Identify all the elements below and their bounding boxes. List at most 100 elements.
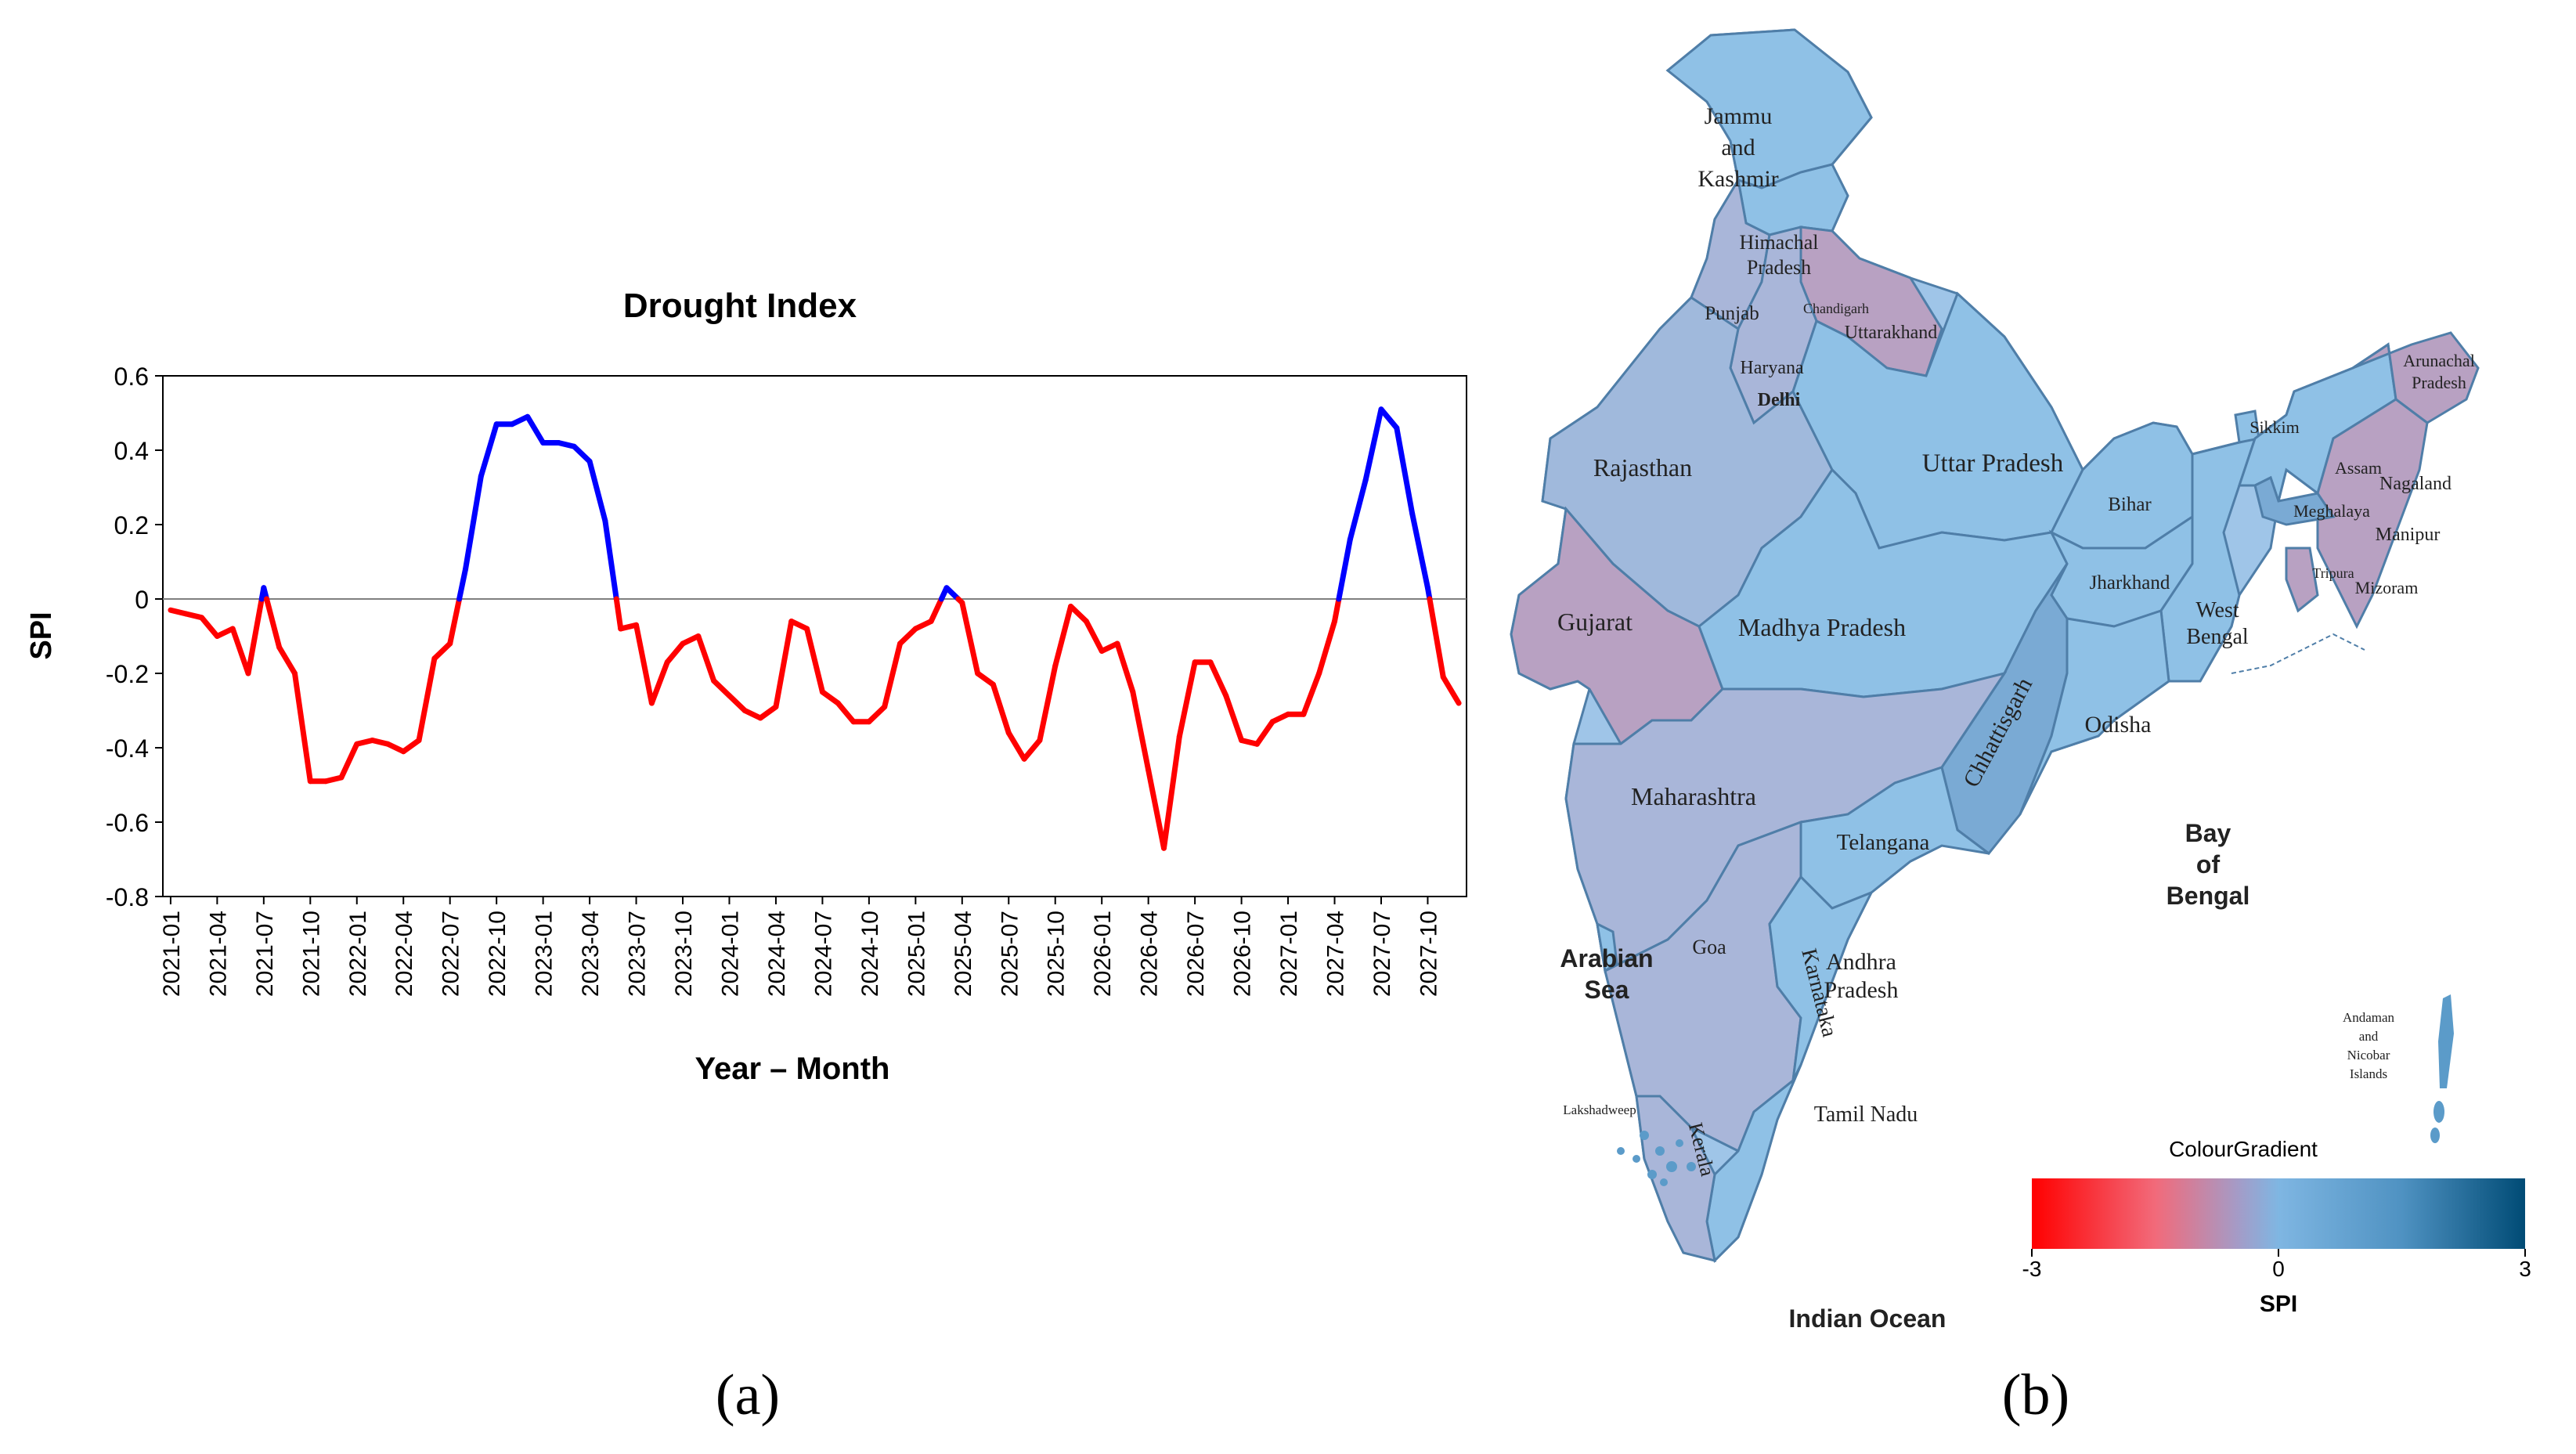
region-label: Arunachal [2403,351,2475,370]
series-segment [1068,604,1089,624]
series-segment [866,704,888,725]
series-segment [1332,596,1342,624]
panel-b: Jammu and Kashmir Himachal Pradesh Punjab Chan… [1503,0,2576,1454]
series-segment [633,622,655,706]
series-segment [1362,406,1384,483]
region-label: Tripura [2312,565,2354,581]
color-legend: ColourGradient -3 0 3 SPI [2022,1137,2531,1317]
series-segment [1440,674,1462,706]
panel-a: Drought Index 0.6 0.4 0.2 0 -0.2 -0.4 -0.6 -0.8… [25,287,1467,1427]
region-label: Meghalaya [2293,501,2370,521]
series-segment [1336,536,1353,602]
x-tick-label: 2021-01 [159,911,185,997]
indian-ocean-label: Indian Ocean [1789,1304,1946,1333]
x-tick-label: 2023-10 [671,911,697,997]
series-segment [338,741,360,781]
region-label: Bihar [2108,494,2152,515]
andaman-nicobar-islands [2430,994,2454,1143]
series-segment [804,626,825,695]
x-tick-label: 2021-10 [298,911,324,997]
x-tick-label: 2024-07 [810,911,836,997]
region-label: Rajasthan [1593,453,1692,482]
region-andhra-pradesh [1768,875,1874,1081]
series-segment [463,473,484,572]
legend-max-label: 3 [2519,1257,2531,1281]
region-label: Punjab [1705,303,1759,324]
x-tick-label: 2023-07 [625,911,651,997]
legend-mid-label: 0 [2272,1257,2285,1281]
x-tick-label: 2022-07 [438,911,464,997]
x-tick-label: 2027-04 [1323,911,1349,997]
bay-of-bengal-label-3: Bengal [2167,882,2250,910]
region-label: Sikkim [2249,417,2300,437]
series-segment [276,644,298,676]
region-label: Madhya Pradesh [1738,613,1906,641]
series-segment [1005,730,1027,762]
region-label: Bengal [2186,625,2249,649]
region-nagaland-manipur-mizoram [2316,398,2429,630]
region-label: Manipur [2376,525,2441,545]
x-tick-label: 2022-04 [391,911,417,997]
region-label: Goa [1692,936,1726,958]
series-segment [1223,693,1245,743]
series-segment [525,413,547,446]
series-segment [912,619,934,632]
series-segment [788,619,810,632]
series-segment [1130,689,1152,773]
series-segment [1037,663,1059,743]
series-segment [1083,619,1105,654]
series-segment [711,678,732,698]
region-label: Delhi [1758,390,1801,410]
series-segment [1099,640,1120,654]
series-segment [819,689,841,706]
series-segment [1269,711,1291,725]
region-label: Uttar Pradesh [1922,449,2064,478]
y-axis-ticks: 0.6 0.4 0.2 0 -0.2 -0.4 -0.6 -0.8 [106,363,163,911]
series-segment [1052,604,1074,669]
x-tick-label: 2025-04 [951,911,976,997]
x-tick-label: 2024-01 [717,911,743,997]
series-segment [1347,477,1369,543]
region-tripura [2285,547,2319,613]
chart-title: Drought Index [623,287,857,325]
y-tick-label: 0 [135,586,149,614]
x-tick-label: 2021-04 [205,911,231,997]
region-label: Islands [2350,1066,2387,1081]
series-segment [199,615,220,639]
x-tick-label: 2024-10 [857,911,883,997]
x-tick-label: 2027-10 [1416,911,1441,997]
region-label: Chandigarh [1803,301,1869,316]
series-segment [1176,659,1198,740]
series-segment [757,704,779,721]
region-label: Himachal [1739,231,1818,254]
lakshadweep-islands [1617,1131,1696,1186]
series-segment [928,596,944,624]
series-segment [1207,659,1229,698]
series-segment [741,708,763,721]
region-label: Pradesh [2412,373,2466,392]
bay-of-bengal-label-2: of [2196,850,2221,879]
y-tick-label: -0.6 [106,809,149,837]
series-segment [726,693,748,713]
spi-series [168,406,1462,851]
region-kerala [1635,1095,1716,1263]
region-label: Assam [2335,458,2382,478]
region-arunachal [2352,331,2480,424]
region-label: Lakshadweep [1563,1102,1636,1117]
series-segment [1114,640,1136,695]
series-segment [229,626,251,676]
region-label: Kashmir [1697,166,1778,192]
series-segment [1021,738,1043,762]
x-tick-label: 2023-04 [578,911,604,997]
region-label: Nicobar [2347,1048,2390,1063]
series-segment [1409,511,1431,591]
series-segment [1145,767,1167,851]
series-segment [1394,425,1416,517]
map-regions [1510,28,2480,1264]
x-tick-label: 2025-01 [904,911,929,997]
plot-area [162,375,1467,897]
series-segment [571,443,593,464]
series-segment [990,681,1012,736]
region-label: Jharkhand [2090,572,2170,594]
